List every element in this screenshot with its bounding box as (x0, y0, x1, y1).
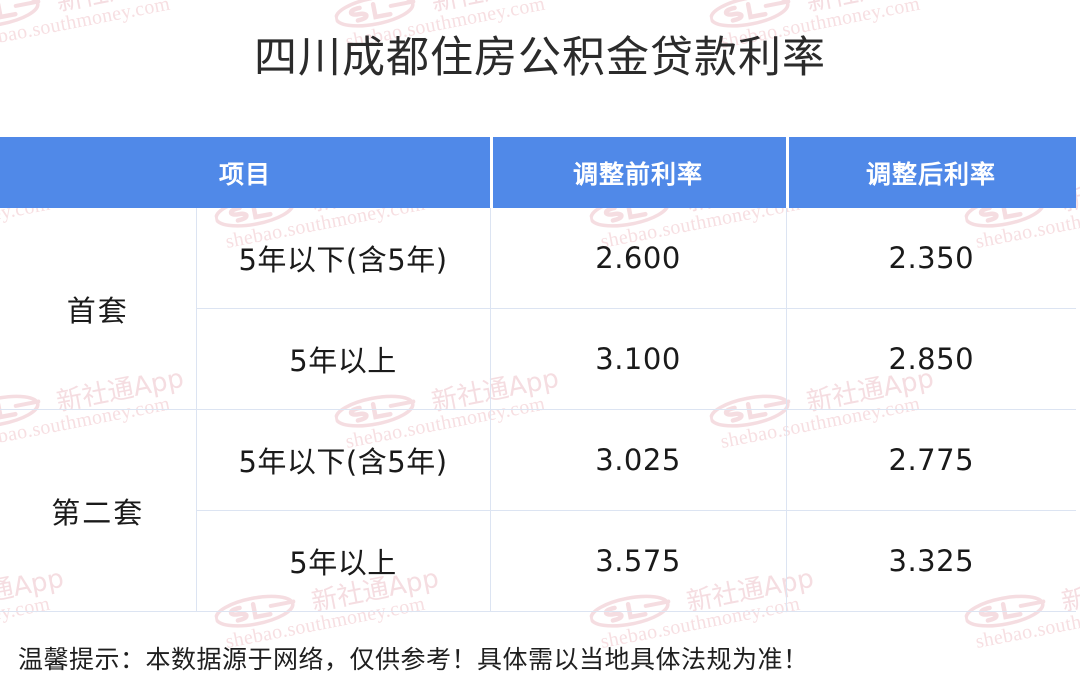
table-row: 第二套 5年以下(含5年) 3.025 2.775 (0, 409, 1077, 612)
column-header-rate-before: 调整前利率 (490, 137, 787, 208)
table-body: 首套 5年以下(含5年) 2.600 2.350 5年以上 3.100 2.85… (0, 208, 1077, 612)
table-header: 项目 调整前利率 调整后利率 (0, 137, 1077, 208)
rate-before-value: 3.025 (490, 409, 787, 511)
table-header-row: 项目 调整前利率 调整后利率 (0, 137, 1077, 208)
table-row: 首套 5年以下(含5年) 2.600 2.350 (0, 208, 1077, 410)
term-label: 5年以下(含5年) (196, 208, 491, 309)
term-label: 5年以下(含5年) (196, 409, 491, 511)
disclaimer-note: 温馨提示：本数据源于网络，仅供参考！具体需以当地具体法规为准！ (18, 645, 809, 674)
rate-after-value: 2.850 (786, 308, 1077, 410)
table-row: 5年以上 3.100 2.850 (0, 308, 1077, 410)
page-title: 四川成都住房公积金贷款利率 (254, 33, 826, 83)
term-label: 5年以上 (196, 510, 491, 612)
rate-before-value: 3.575 (490, 510, 787, 612)
rate-after-value: 2.350 (786, 208, 1077, 309)
rate-before-value: 2.600 (490, 208, 787, 309)
column-header-item: 项目 (0, 137, 491, 208)
housing-fund-rate-table: 项目 调整前利率 调整后利率 首套 5年以下(含5年) 2.600 2.350 … (0, 137, 1077, 612)
rate-before-value: 3.100 (490, 308, 787, 410)
group-label-first-home: 首套 (0, 208, 197, 410)
group-label-second-home: 第二套 (0, 409, 197, 612)
rate-after-value: 3.325 (786, 510, 1077, 612)
rate-after-value: 2.775 (786, 409, 1077, 511)
column-header-rate-after: 调整后利率 (786, 137, 1077, 208)
term-label: 5年以上 (196, 308, 491, 410)
